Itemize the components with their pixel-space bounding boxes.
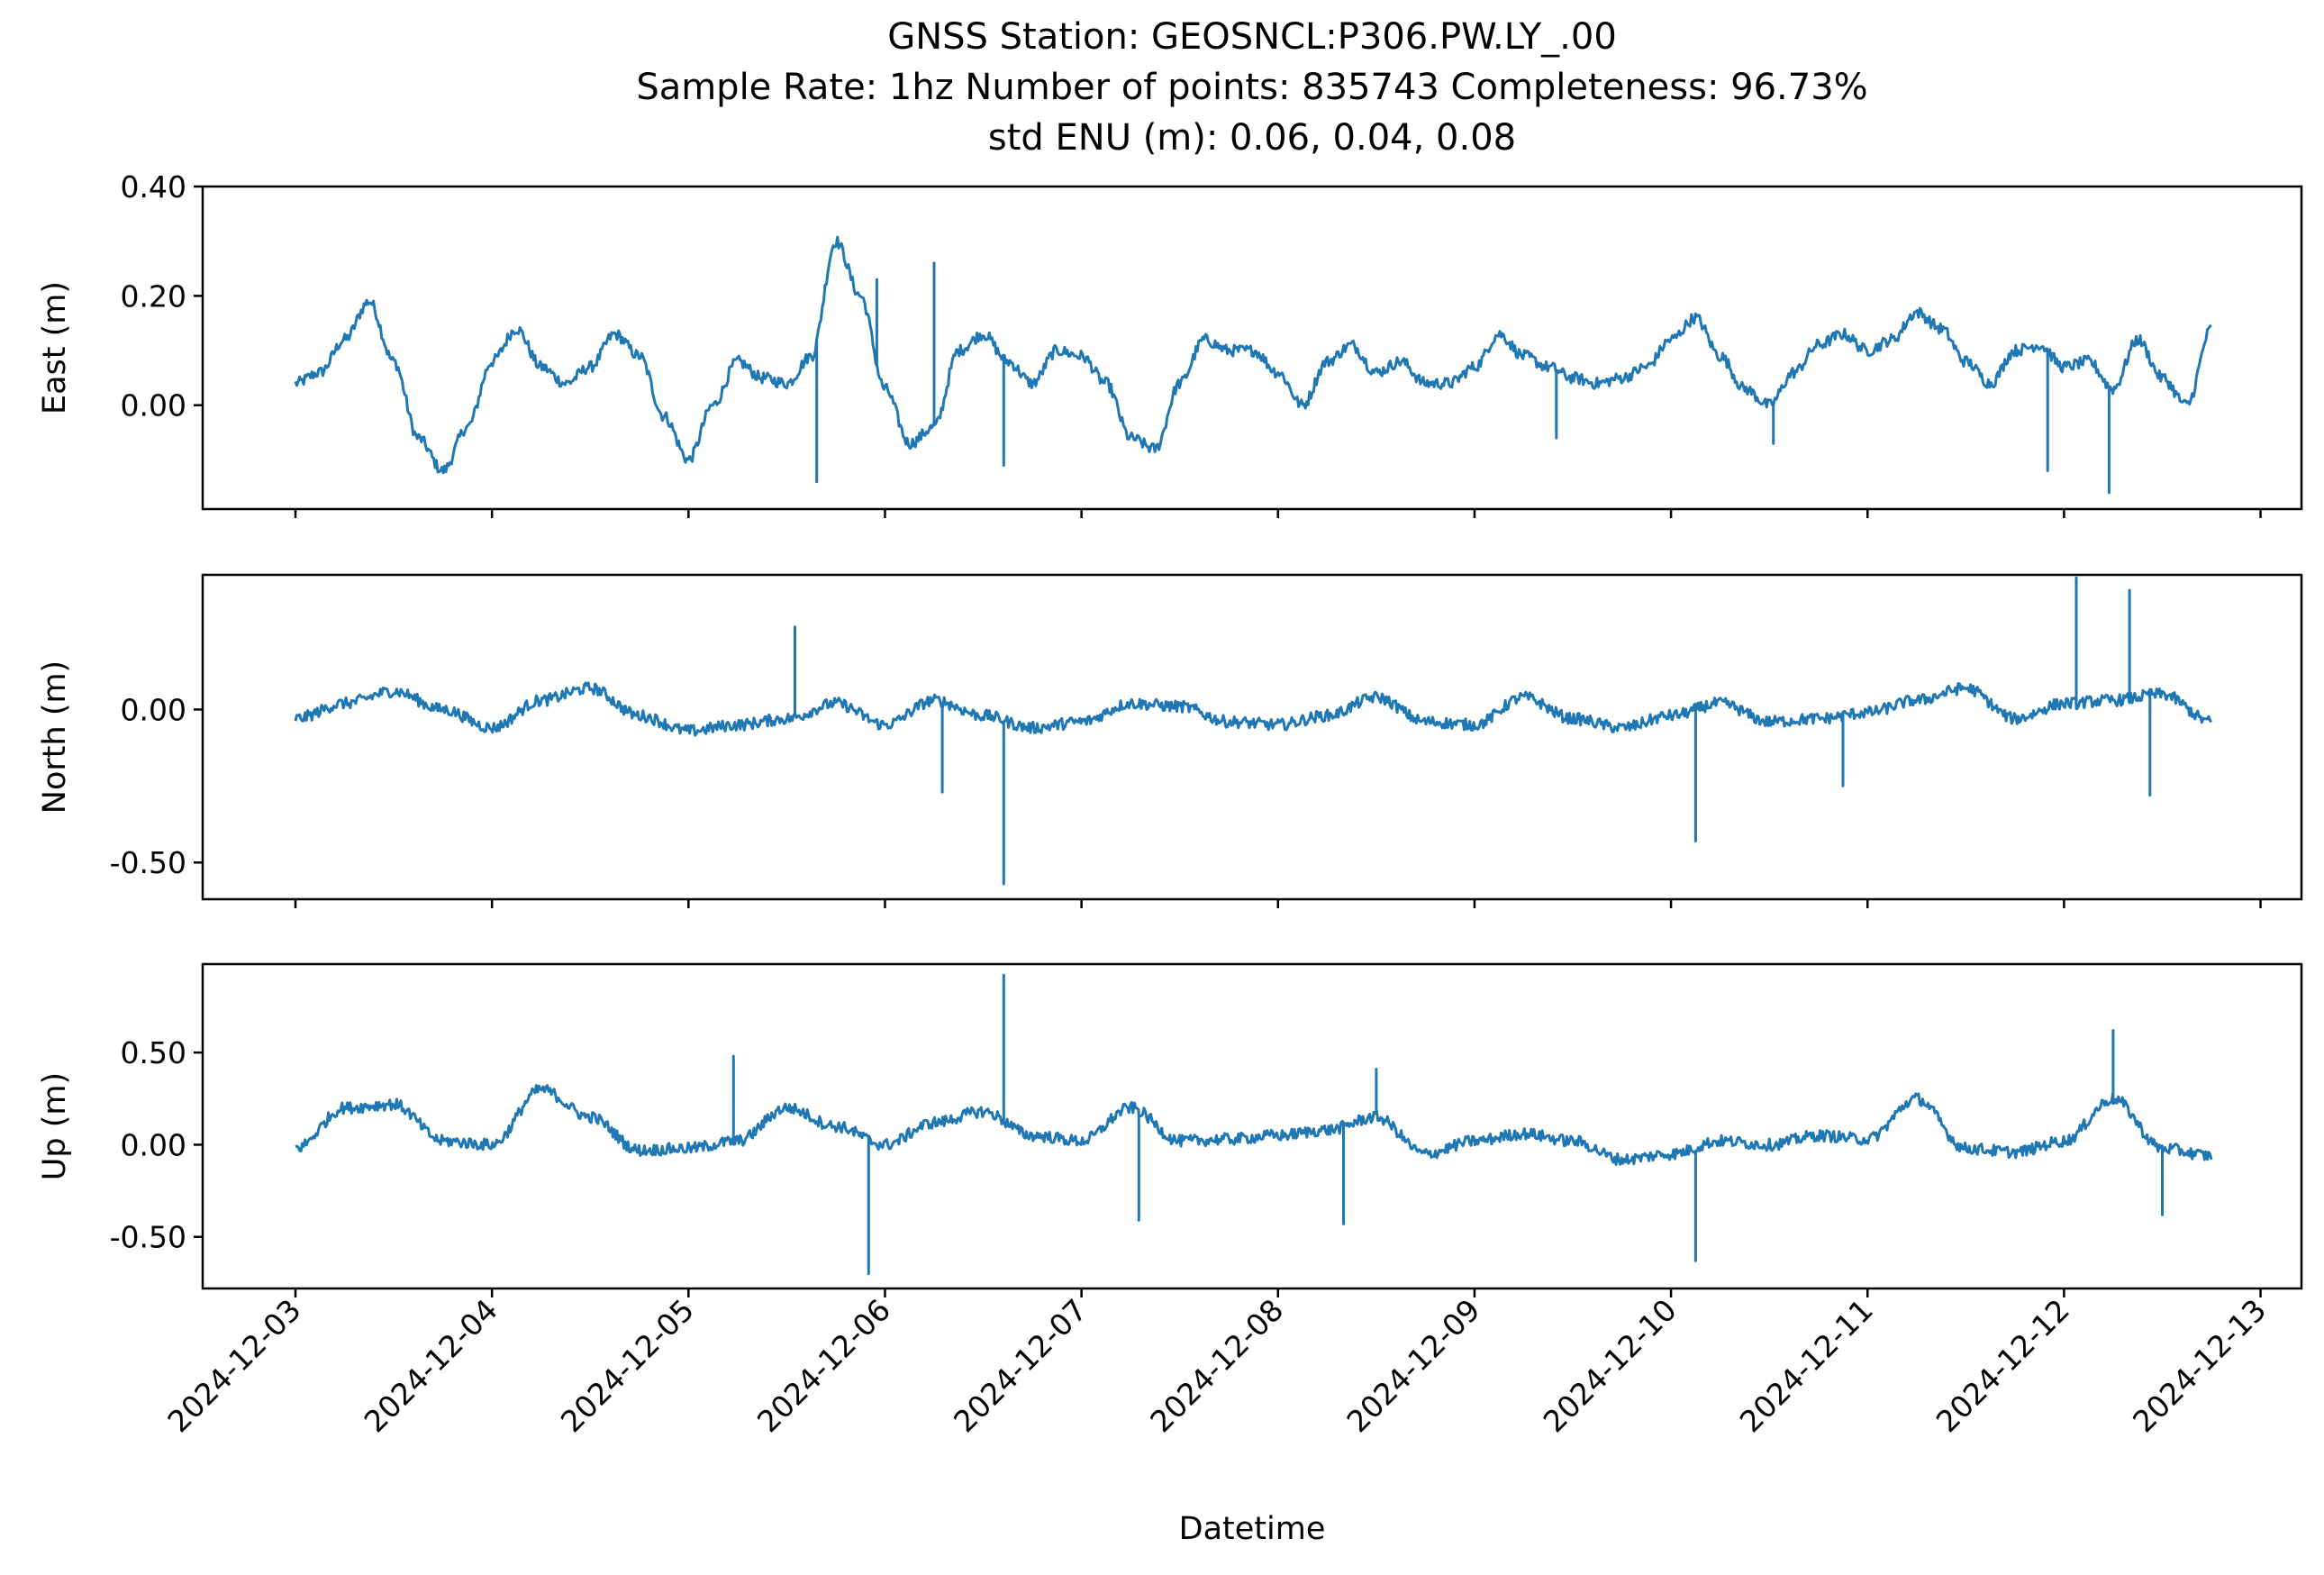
panel-frame-1	[201, 573, 2303, 901]
x-tick-label-3: 2024-12-06	[750, 1292, 897, 1439]
x-tick-label-7: 2024-12-10	[1537, 1292, 1684, 1439]
x-tick-label-6: 2024-12-09	[1339, 1292, 1486, 1439]
y-tick-label-2-0: 0.50	[121, 1035, 186, 1070]
x-tick-label-10: 2024-12-13	[2126, 1292, 2273, 1439]
y-tick-label-2-1: 0.00	[121, 1127, 186, 1162]
y-axis-label-1: North (m)	[37, 660, 73, 814]
y-axis-label-2: Up (m)	[37, 1072, 73, 1180]
panel-0: 0.00 0.20 0.40 East (m)	[37, 169, 2303, 518]
series-line-2	[295, 973, 2213, 1276]
x-tick-label-8: 2024-12-11	[1733, 1292, 1880, 1439]
panel-2: 0.50 0.00 -0.50 Up (m) 2024-12-03 2024-12-04 2…	[37, 962, 2303, 1439]
x-tick-label-5: 2024-12-08	[1143, 1292, 1290, 1439]
x-tick-label-0: 2024-12-03	[160, 1292, 307, 1439]
y-tick-label-1-0: 0.00	[121, 692, 186, 727]
y-tick-label-1-1: -0.50	[110, 845, 186, 880]
y-axis-label-0: East (m)	[37, 281, 73, 414]
panel-frame-2	[201, 962, 2303, 1290]
x-tick-label-1: 2024-12-04	[358, 1292, 504, 1439]
y-tick-label-0-0: 0.00	[121, 388, 186, 423]
y-tick-label-2-2: -0.50	[110, 1220, 186, 1255]
x-tick-label-2: 2024-12-05	[554, 1292, 701, 1439]
x-tick-label-4: 2024-12-07	[947, 1292, 1094, 1439]
series-line-1	[294, 576, 2213, 886]
panel-1: 0.00 -0.50 North (m)	[37, 573, 2303, 908]
y-tick-label-0-2: 0.40	[121, 169, 186, 205]
series-line-0	[294, 235, 2212, 495]
x-axis-label: Datetime	[1179, 1511, 1326, 1547]
chart-title-line2: Sample Rate: 1hz Number of points: 83574…	[636, 67, 1867, 108]
chart-title-line1: GNSS Station: GEOSNCL:P306.PW.LY_.00	[887, 16, 1617, 58]
chart-title-line3: std ENU (m): 0.06, 0.04, 0.08	[988, 117, 1516, 159]
y-tick-label-0-1: 0.20	[121, 278, 186, 314]
x-tick-label-9: 2024-12-12	[1929, 1292, 2076, 1439]
panel-frame-0	[201, 185, 2303, 511]
